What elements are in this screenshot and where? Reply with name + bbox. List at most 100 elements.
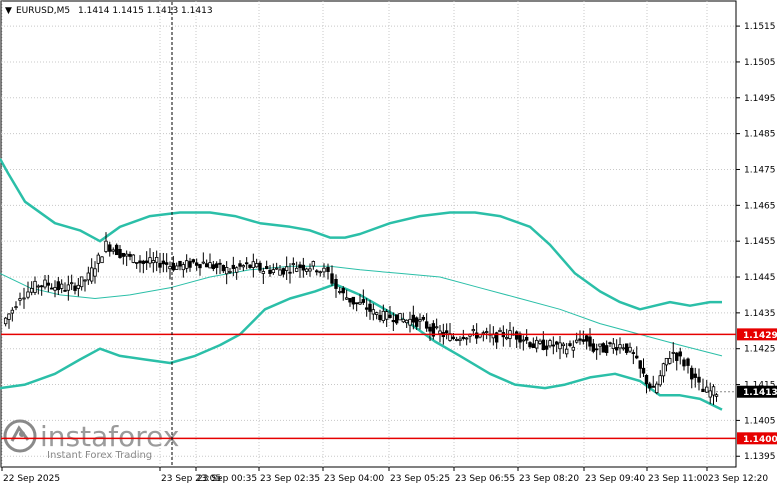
candle-body: [690, 367, 694, 380]
candle: [268, 265, 272, 277]
candle-body: [66, 284, 71, 291]
level-label-bg: [737, 432, 777, 445]
candle: [661, 362, 666, 383]
candle: [214, 261, 219, 275]
candle-body: [322, 267, 326, 273]
candle: [714, 393, 719, 402]
price-axis[interactable]: 1.1515 1.1505 1.1495 1.1485 1.1475 1.1465 1.14…: [736, 22, 776, 462]
candle-body: [471, 329, 476, 332]
candle-body: [114, 244, 119, 256]
candle-body: [46, 282, 51, 286]
candle-body: [330, 273, 334, 284]
candle-body: [161, 260, 166, 265]
candle: [601, 342, 606, 353]
candle: [308, 263, 312, 277]
candle: [682, 357, 686, 371]
candle: [334, 274, 338, 298]
candle-body: [458, 338, 462, 341]
candle-body: [418, 319, 422, 322]
candle: [311, 260, 316, 270]
candle: [231, 256, 236, 277]
candle: [554, 340, 559, 353]
candle-body: [63, 289, 67, 292]
candle-body: [341, 287, 345, 294]
candle: [394, 314, 399, 325]
candle: [391, 312, 396, 332]
candle-body: [104, 240, 108, 252]
candle-body: [714, 394, 719, 397]
y-tick-label: 1.1405: [744, 416, 776, 426]
candle: [144, 251, 149, 270]
candle-body: [144, 260, 149, 264]
candle: [330, 265, 334, 287]
candle-body: [100, 256, 104, 264]
candle-body: [348, 298, 352, 303]
candle-body: [568, 343, 572, 346]
candle: [134, 261, 139, 269]
candle-body: [548, 340, 552, 347]
candle-body: [618, 344, 622, 349]
candle-body: [664, 357, 669, 366]
candle-body: [711, 386, 716, 396]
candle-body: [628, 346, 632, 352]
candle: [73, 282, 77, 295]
candle-body: [534, 339, 539, 349]
candle: [454, 336, 459, 342]
candle: [671, 342, 675, 363]
candle: [271, 263, 276, 275]
candle: [138, 255, 142, 273]
candle: [374, 311, 379, 320]
x-tick-label: 22 Sep 2025: [3, 474, 60, 484]
candle: [326, 263, 330, 280]
candle: [274, 262, 279, 270]
candle-body: [26, 291, 30, 298]
candle-body: [191, 259, 196, 263]
candle: [571, 340, 576, 358]
candle-body: [14, 306, 18, 309]
candle: [291, 257, 296, 274]
candle: [198, 263, 202, 276]
candle: [614, 339, 619, 356]
candle: [158, 252, 162, 274]
candle: [208, 253, 212, 269]
candle: [234, 266, 239, 280]
candle-body: [124, 253, 129, 257]
candle: [284, 256, 289, 280]
candle: [181, 262, 186, 278]
candle-body: [338, 290, 342, 293]
candle: [401, 312, 406, 324]
candle-body: [578, 338, 582, 341]
candle-body: [644, 374, 649, 385]
candle: [421, 314, 426, 322]
x-tick-label: 23 Sep 06:55: [455, 474, 515, 484]
candle: [33, 276, 37, 296]
candle-body: [76, 284, 81, 289]
candle-body: [315, 270, 319, 273]
candle: [711, 384, 716, 405]
candle: [708, 382, 712, 404]
candle: [86, 266, 91, 285]
candle-body: [244, 262, 249, 265]
candle-body: [79, 276, 84, 288]
candle-body: [36, 285, 41, 288]
header-arrow-icon[interactable]: ▼: [5, 6, 12, 16]
candle: [381, 304, 386, 324]
candle: [164, 253, 169, 273]
candle-body: [444, 330, 449, 334]
candle: [484, 327, 489, 340]
candle-body: [96, 254, 101, 264]
candle-body: [558, 342, 562, 350]
candle: [221, 264, 226, 274]
candle-body: [686, 358, 690, 366]
candle: [151, 252, 156, 273]
candle-body: [464, 337, 469, 340]
candle: [244, 257, 249, 270]
chart-header: ▼ EURUSD,M5 1.1414 1.1415 1.1413 1.1413: [5, 6, 213, 16]
candle: [458, 336, 462, 346]
candle: [564, 342, 569, 358]
candle-body: [39, 285, 44, 288]
candle: [204, 259, 209, 268]
